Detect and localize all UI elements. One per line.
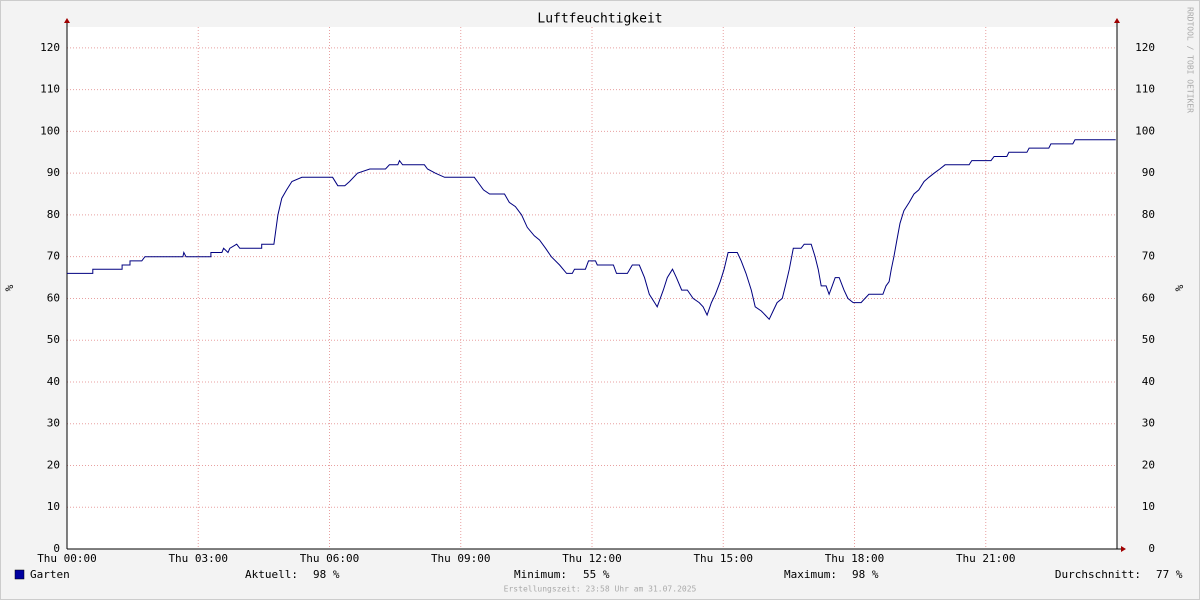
y2-tick-label: 120 xyxy=(1135,41,1155,54)
y-tick-label: 80 xyxy=(47,208,60,221)
data-line xyxy=(67,139,1116,321)
y-tick-label: 120 xyxy=(40,41,60,54)
x-tick-label: Thu 18:00 xyxy=(825,552,885,565)
stat-label: Durchschnitt: xyxy=(1055,568,1141,581)
y2-tick-label: 70 xyxy=(1142,250,1155,263)
y2-tick-label: 110 xyxy=(1135,83,1155,96)
stat-value: 98 % xyxy=(313,568,340,581)
x-tick-label: Thu 00:00 xyxy=(37,552,97,565)
stat-value: 55 % xyxy=(583,568,610,581)
y-tick-label: 30 xyxy=(47,417,60,430)
x-tick-label: Thu 21:00 xyxy=(956,552,1016,565)
y-tick-label: 50 xyxy=(47,333,60,346)
y2-axis-label: % xyxy=(1173,284,1186,291)
y-tick-label: 70 xyxy=(47,250,60,263)
y-tick-label: 20 xyxy=(47,458,60,471)
y-tick-label: 60 xyxy=(47,291,60,304)
x-tick-label: Thu 12:00 xyxy=(562,552,622,565)
y2-tick-label: 10 xyxy=(1142,500,1155,513)
axis-arrow xyxy=(64,18,70,23)
y2-tick-label: 60 xyxy=(1142,291,1155,304)
axis-arrow xyxy=(1121,546,1126,552)
x-tick-label: Thu 09:00 xyxy=(431,552,491,565)
stat-label: Minimum: xyxy=(514,568,567,581)
y-tick-label: 110 xyxy=(40,83,60,96)
side-text: RRDTOOL / TOBI OETIKER xyxy=(1186,7,1195,113)
y-tick-label: 0 xyxy=(53,542,60,555)
y-tick-label: 10 xyxy=(47,500,60,513)
y2-tick-label: 0 xyxy=(1148,542,1155,555)
footer: Erstellungszeit: 23:58 Uhr am 31.07.2025 xyxy=(504,585,697,594)
y-tick-label: 90 xyxy=(47,166,60,179)
y2-tick-label: 50 xyxy=(1142,333,1155,346)
stat-label: Aktuell: xyxy=(245,568,298,581)
axis-arrow xyxy=(1114,18,1120,23)
stat-value: 98 % xyxy=(852,568,879,581)
chart-title: Luftfeuchtigkeit xyxy=(537,12,662,27)
y2-tick-label: 20 xyxy=(1142,458,1155,471)
y2-tick-label: 40 xyxy=(1142,375,1155,388)
y2-tick-label: 90 xyxy=(1142,166,1155,179)
y2-tick-label: 30 xyxy=(1142,417,1155,430)
legend-label: Garten xyxy=(30,568,70,581)
y2-tick-label: 100 xyxy=(1135,124,1155,137)
y-axis-label: % xyxy=(3,284,16,291)
legend-swatch xyxy=(14,569,25,580)
stat-value: 77 % xyxy=(1156,568,1183,581)
y2-tick-label: 80 xyxy=(1142,208,1155,221)
stat-label: Maximum: xyxy=(784,568,837,581)
x-tick-label: Thu 06:00 xyxy=(300,552,360,565)
y-tick-label: 100 xyxy=(40,124,60,137)
x-tick-label: Thu 03:00 xyxy=(168,552,228,565)
x-tick-label: Thu 15:00 xyxy=(693,552,753,565)
y-tick-label: 40 xyxy=(47,375,60,388)
